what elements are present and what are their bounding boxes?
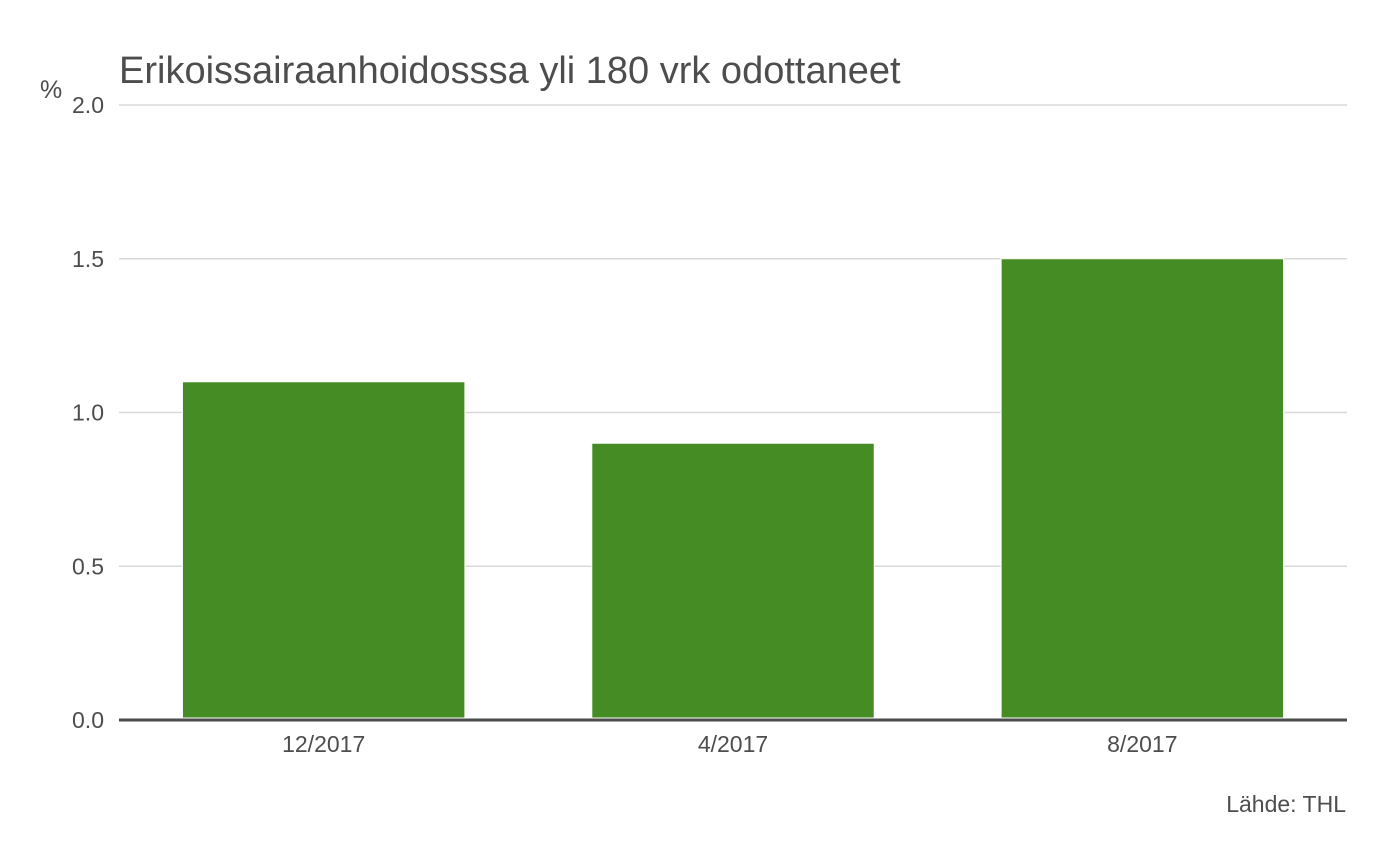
bar-8-2017: [1000, 258, 1285, 719]
y-tick-label: 0.5: [72, 553, 104, 579]
chart-title: Erikoissairaanhoidosssa yli 180 vrk odot…: [119, 50, 901, 92]
x-tick-label: 12/2017: [282, 731, 365, 757]
y-tick-label: 1.0: [72, 400, 104, 426]
y-tick-label: 2.0: [72, 92, 104, 118]
y-axis-unit-label: %: [40, 76, 62, 104]
x-tick-label: 4/2017: [698, 731, 768, 757]
y-tick-label: 1.5: [72, 246, 104, 272]
bars: [181, 258, 1285, 719]
y-axis-tick-labels: 0.0 0.5 1.0 1.5 2.0: [72, 92, 104, 733]
x-axis-tick-labels: 12/2017 4/2017 8/2017: [282, 731, 1177, 757]
bar-4-2017: [591, 442, 875, 719]
x-tick-label: 8/2017: [1107, 731, 1177, 757]
bar-12-2017: [181, 381, 466, 719]
y-tick-label: 0.0: [72, 707, 104, 733]
source-label: Lähde: THL: [1226, 791, 1346, 817]
